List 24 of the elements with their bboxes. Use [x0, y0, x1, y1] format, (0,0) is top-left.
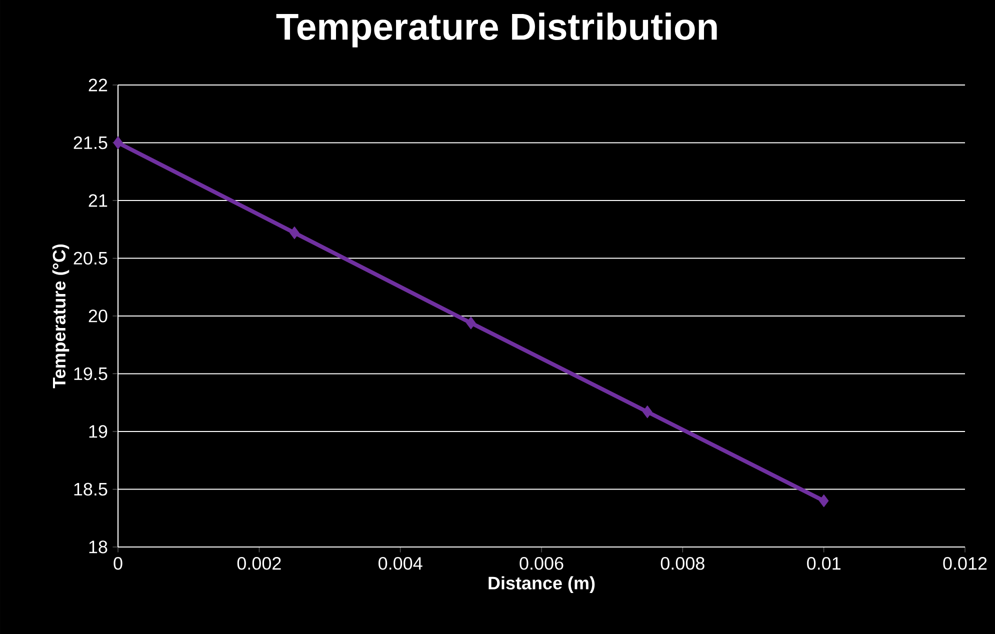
- x-tick-label: 0.008: [660, 557, 704, 570]
- y-tick-label: 20.5: [74, 252, 108, 265]
- y-tick-label: 18.5: [74, 482, 108, 496]
- x-tick-label: 0.004: [378, 557, 422, 570]
- y-tick-label: 19: [89, 425, 108, 438]
- y-tick-label: 21: [88, 194, 108, 207]
- point: [819, 494, 829, 508]
- point: [113, 136, 123, 150]
- chart-title: Temperature Distribution: [276, 12, 717, 48]
- x-axis-title: Distance (m): [488, 576, 595, 594]
- point: [290, 226, 300, 240]
- point: [466, 316, 476, 330]
- x-tick-label: 0.006: [520, 557, 564, 570]
- y-tick-label: 18: [89, 540, 108, 554]
- x-tick-label: 0: [114, 557, 122, 570]
- y-tick-label: 21.5: [74, 136, 108, 150]
- y-tick-label: 20: [88, 310, 108, 322]
- y-tick-label: 22: [88, 78, 108, 92]
- y-axis-title: Temperature (°C): [52, 244, 70, 388]
- x-tick-label: 0.012: [943, 557, 987, 570]
- point: [642, 406, 652, 418]
- y-tick-label: 19.5: [74, 367, 108, 380]
- x-tick-label: 0.002: [237, 557, 281, 570]
- x-tick-label: 0.01: [807, 557, 840, 570]
